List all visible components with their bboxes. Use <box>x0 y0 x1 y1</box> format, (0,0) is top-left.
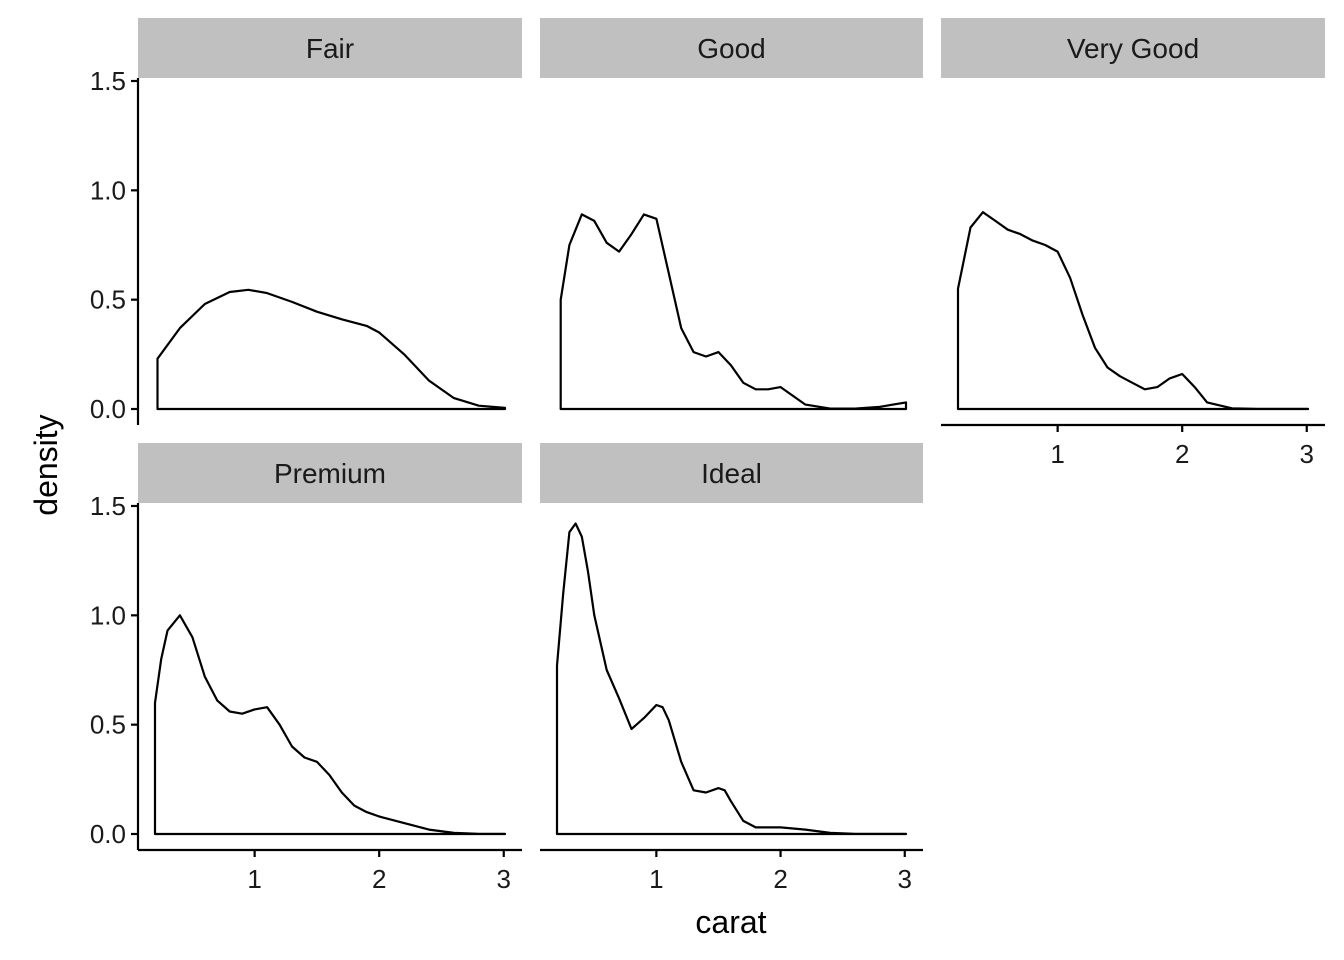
strip-premium <box>138 443 522 503</box>
x-axis-title: carat <box>695 904 766 940</box>
strip-fair <box>138 18 522 78</box>
density-curve-premium <box>153 614 507 836</box>
x-tick-label: 2 <box>1175 439 1189 469</box>
panel-fair: Fair 0.0 0.5 1.0 1.5 <box>90 18 522 425</box>
density-curve-fair <box>156 288 507 411</box>
y-tick-label: 0.5 <box>90 285 126 315</box>
x-tick-label: 1 <box>247 864 261 894</box>
strip-label-premium: Premium <box>274 458 386 489</box>
x-tick-label: 2 <box>372 864 386 894</box>
panel-ideal: Ideal 1 2 3 <box>540 443 923 894</box>
panel-good: Good <box>540 18 923 411</box>
strip-label-very-good: Very Good <box>1067 33 1199 64</box>
x-tick-label: 3 <box>497 864 511 894</box>
strip-label-ideal: Ideal <box>701 458 762 489</box>
y-tick-label: 0.0 <box>90 819 126 849</box>
y-tick-label: 1.0 <box>90 600 126 630</box>
panel-premium: Premium 0.0 0.5 1.0 1.5 1 2 3 <box>90 443 522 894</box>
y-tick-label: 0.0 <box>90 394 126 424</box>
density-curve-very-good <box>956 211 1310 411</box>
density-curve-good <box>559 213 908 411</box>
strip-good <box>540 18 923 78</box>
strip-label-fair: Fair <box>306 33 354 64</box>
density-curve-ideal <box>555 522 908 836</box>
facet-panels: Fair 0.0 0.5 1.0 1.5 Good Very Good 1 2 3 Premium 0… <box>90 18 1325 894</box>
x-tick-label: 1 <box>1050 439 1064 469</box>
y-axis-title: density <box>28 414 64 515</box>
x-tick-label: 1 <box>649 864 663 894</box>
y-tick-label: 1.0 <box>90 175 126 205</box>
y-tick-label: 1.5 <box>90 491 126 521</box>
x-tick-label: 2 <box>773 864 787 894</box>
panel-very-good: Very Good 1 2 3 <box>941 18 1325 469</box>
strip-very-good <box>941 18 1325 78</box>
strip-ideal <box>540 443 923 503</box>
y-tick-label: 1.5 <box>90 66 126 96</box>
strip-label-good: Good <box>697 33 766 64</box>
x-tick-label: 3 <box>898 864 912 894</box>
y-tick-label: 0.5 <box>90 710 126 740</box>
x-tick-label: 3 <box>1300 439 1314 469</box>
